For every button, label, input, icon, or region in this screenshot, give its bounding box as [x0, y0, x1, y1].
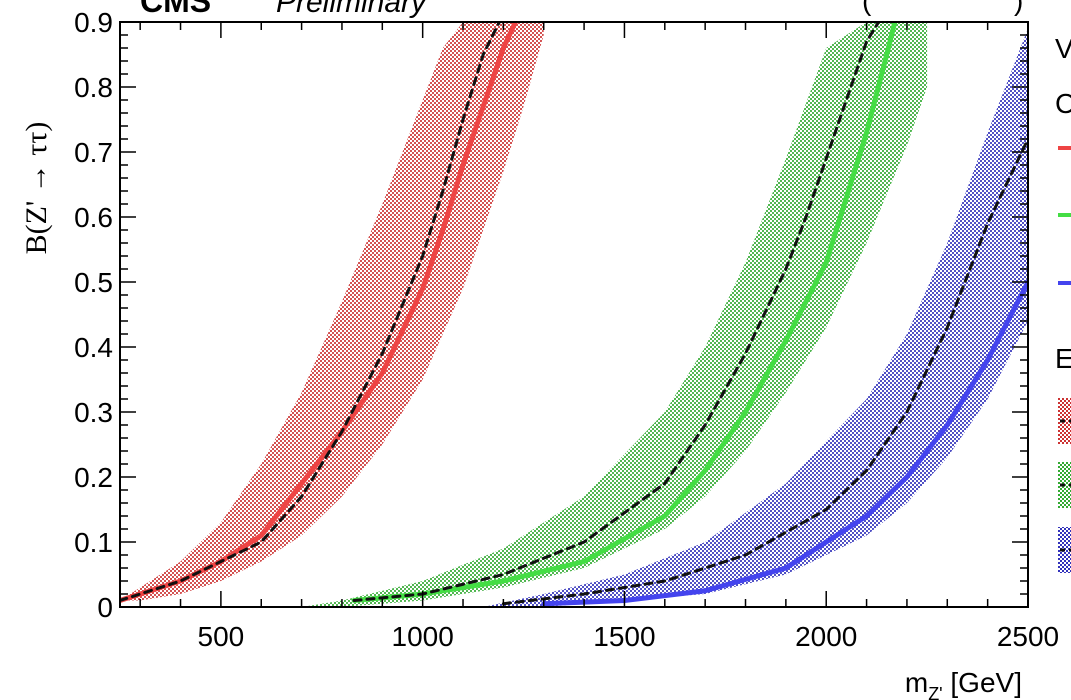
y-tick-label: 0.4 — [74, 332, 113, 363]
observed-curve-5 — [541, 279, 1028, 607]
y-tick-label: 0.6 — [74, 202, 113, 233]
x-axis-title: mZ' [GeV] — [905, 667, 1022, 700]
y-tick-label: 0.9 — [74, 7, 113, 38]
x-tick-label: 500 — [198, 621, 245, 652]
y-tick-label: 0.2 — [74, 462, 113, 493]
observed-curve-3 — [351, 22, 898, 603]
legend-fragment-c: C — [1055, 88, 1071, 119]
y-tick-label: 0.3 — [74, 397, 113, 428]
x-tick-label: 1000 — [392, 621, 454, 652]
status-label: Preliminary — [276, 0, 428, 19]
axis-tick-labels: 500 1000 1500 2000 2500 0 0.1 0.2 0.3 0.4 0.5 0.6 0.… — [74, 7, 1059, 652]
top-right-fragment-end: ) — [1014, 0, 1023, 16]
y-tick-label: 0.1 — [74, 527, 113, 558]
y-tick-label: 0.5 — [74, 267, 113, 298]
y-tick-label: 0.8 — [74, 72, 113, 103]
x-tick-label: 1500 — [593, 621, 655, 652]
svg-text:mZ' [GeV]: mZ' [GeV] — [905, 667, 1022, 700]
legend: V C E — [1055, 33, 1071, 573]
axis-ticks — [120, 21, 1029, 608]
x-tick-label: 2000 — [795, 621, 857, 652]
y-tick-label: 0 — [97, 592, 113, 623]
y-tick-label: 0.7 — [74, 137, 113, 168]
plot-frame — [119, 21, 1029, 608]
x-tick-label: 2500 — [997, 621, 1059, 652]
uncertainty-band-1 — [120, 22, 544, 601]
y-axis-title: B(Z' → ττ) — [20, 122, 53, 255]
expected-curve-2 — [120, 22, 501, 602]
uncertainty-bands — [120, 22, 1028, 607]
experiment-label: CMS — [140, 0, 211, 19]
limit-curves — [120, 22, 1028, 607]
legend-fragment-e: E — [1055, 343, 1071, 374]
top-right-fragment: ( — [862, 0, 872, 16]
legend-fragment-v: V — [1055, 33, 1071, 64]
expected-curve-6 — [501, 137, 1028, 606]
uncertainty-band-3 — [483, 28, 1028, 607]
